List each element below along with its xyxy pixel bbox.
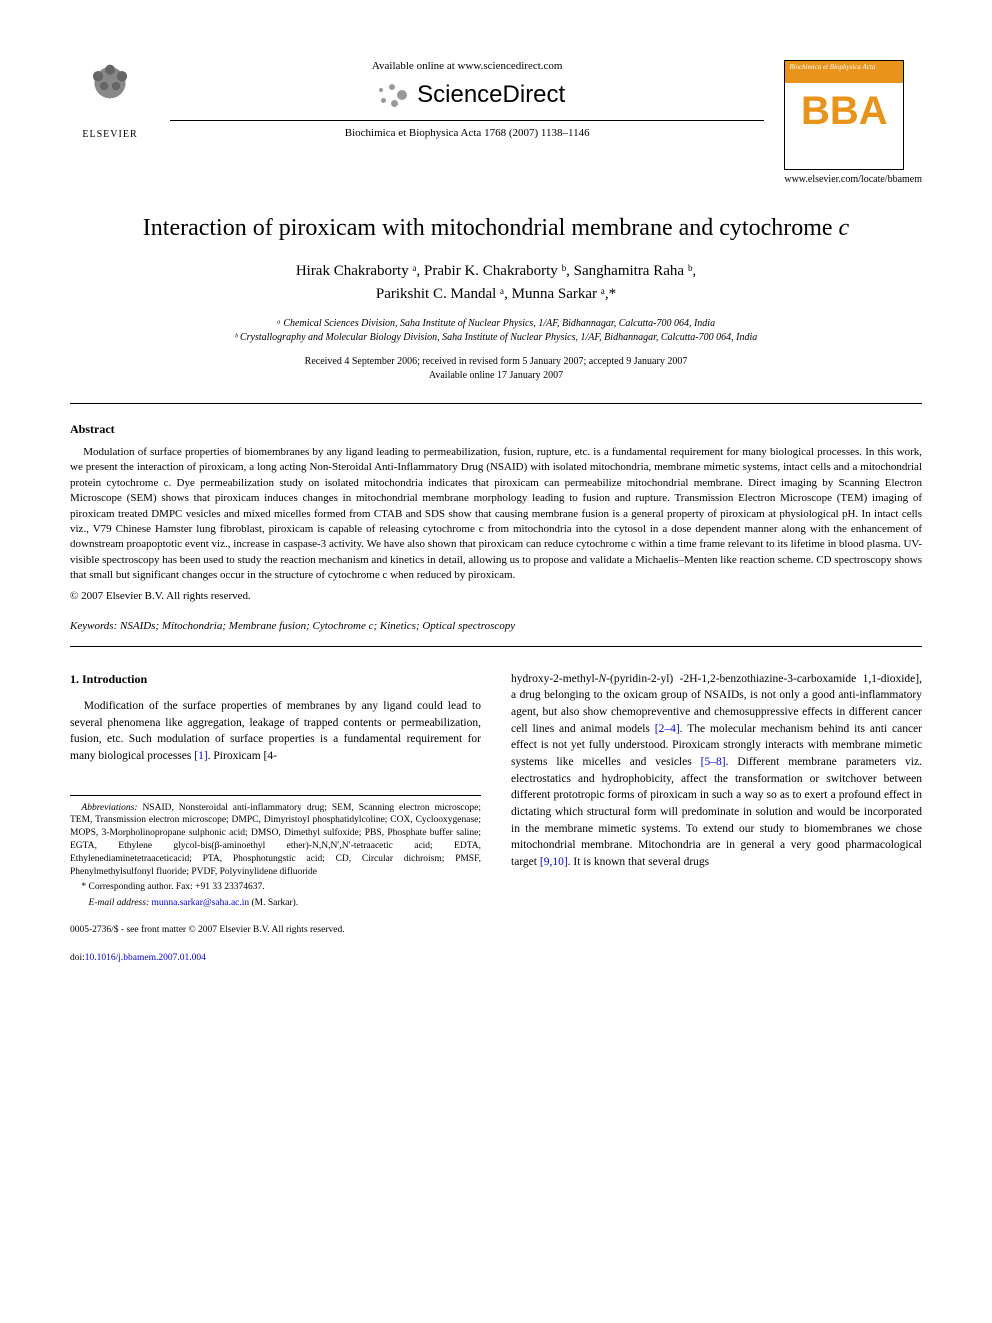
authors: Hirak Chakraborty ᵃ, Prabir K. Chakrabor… [70,260,922,305]
available-online-text: Available online at www.sciencedirect.co… [170,60,764,72]
footer-doi: doi:10.1016/j.bbamem.2007.01.004 [70,952,481,966]
ref-link-9-10[interactable]: [9,10] [540,856,568,868]
elsevier-logo: ELSEVIER [70,60,150,150]
doi-link[interactable]: 10.1016/j.bbamem.2007.01.004 [85,953,206,963]
bba-block: Biochimica et Biophysica Acta BBA www.el… [784,60,922,185]
affiliation-a: ᵃ Chemical Sciences Division, Saha Insti… [70,317,922,331]
online-date: Available online 17 January 2007 [70,369,922,383]
abbreviations: Abbreviations: NSAID, Nonsteroidal anti-… [70,802,481,879]
elsevier-tree-icon [80,60,140,125]
abstract-copyright: © 2007 Elsevier B.V. All rights reserved… [70,590,922,602]
corresponding-author: * Corresponding author. Fax: +91 33 2337… [70,881,481,894]
email-line: E-mail address: munna.sarkar@saha.ac.in … [70,897,481,910]
sciencedirect-text: ScienceDirect [417,81,565,109]
body-columns: 1. Introduction Modification of the surf… [70,671,922,966]
keywords-label: Keywords: [70,620,117,632]
article-dates: Received 4 September 2006; received in r… [70,355,922,383]
bba-logo: Biochimica et Biophysica Acta BBA [784,60,904,170]
received-date: Received 4 September 2006; received in r… [70,355,922,369]
abstract-heading: Abstract [70,422,922,437]
sciencedirect-logo: ScienceDirect [170,80,764,110]
article-title: Interaction of piroxicam with mitochondr… [70,215,922,242]
journal-url: www.elsevier.com/locate/bbamem [784,174,922,185]
abbrev-label: Abbreviations: [81,803,137,813]
intro-para-2: hydroxy-2-methyl-N-(pyridin-2-yl) -2H-1,… [511,671,922,871]
email-label: E-mail address: [89,898,150,908]
authors-line-1: Hirak Chakraborty ᵃ, Prabir K. Chakrabor… [296,263,696,279]
email-link[interactable]: munna.sarkar@saha.ac.in [152,898,250,908]
intro-para-1: Modification of the surface properties o… [70,698,481,765]
keywords-text: NSAIDs; Mitochondria; Membrane fusion; C… [117,620,515,632]
authors-line-2: Parikshit C. Mandal ᵃ, Munna Sarkar ᵃ,* [376,286,616,302]
doi-label: doi: [70,953,85,963]
abstract-section: Abstract Modulation of surface propertie… [70,422,922,602]
bba-logo-letters: BBA [785,83,903,131]
footer-issn: 0005-2736/$ - see front matter © 2007 El… [70,924,481,938]
footnotes: Abbreviations: NSAID, Nonsteroidal anti-… [70,795,481,911]
column-left: 1. Introduction Modification of the surf… [70,671,481,966]
ref-link-1[interactable]: [1] [194,750,207,762]
intro-heading: 1. Introduction [70,671,481,688]
email-suffix: (M. Sarkar). [249,898,298,908]
center-header: Available online at www.sciencedirect.co… [150,60,784,139]
header-row: ELSEVIER Available online at www.science… [70,60,922,185]
bba-logo-subtitle: Biochimica et Biophysica Acta [785,61,903,83]
ref-link-5-8[interactable]: [5–8] [701,756,726,768]
elsevier-text: ELSEVIER [82,129,137,140]
sciencedirect-dots-icon [369,80,409,110]
affiliation-b: ᵇ Crystallography and Molecular Biology … [70,331,922,345]
abstract-text: Modulation of surface properties of biom… [70,445,922,584]
affiliations: ᵃ Chemical Sciences Division, Saha Insti… [70,317,922,345]
keywords: Keywords: NSAIDs; Mitochondria; Membrane… [70,620,922,632]
journal-reference: Biochimica et Biophysica Acta 1768 (2007… [170,127,764,139]
abbrev-text: NSAID, Nonsteroidal anti-inflammatory dr… [70,803,481,877]
ref-link-2-4[interactable]: [2–4] [655,723,680,735]
column-right: hydroxy-2-methyl-N-(pyridin-2-yl) -2H-1,… [511,671,922,966]
